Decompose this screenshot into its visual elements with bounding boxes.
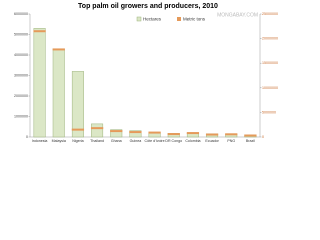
- y-tick-label: 2000000: [14, 94, 28, 98]
- x-tick-label: Indonesia: [32, 139, 48, 143]
- marker: [205, 133, 219, 136]
- x-tick-label: Nigeria: [72, 139, 83, 143]
- x-tick-label: PNG: [227, 139, 235, 143]
- marker: [129, 131, 142, 134]
- y-tick-label: 6000000: [14, 12, 28, 16]
- bar: [33, 28, 46, 138]
- marker: [244, 134, 257, 137]
- marker: [33, 30, 46, 33]
- y-tick-label: 4000000: [14, 53, 28, 57]
- legend-swatch: [177, 17, 181, 21]
- marker: [148, 131, 161, 134]
- x-tick-label: Colombia: [185, 139, 200, 143]
- bar: [91, 123, 104, 138]
- x-tick-label: Malaysia: [52, 139, 66, 143]
- marker: [71, 128, 85, 131]
- bar: [110, 129, 123, 138]
- bar: [71, 71, 84, 138]
- bar: [52, 48, 65, 138]
- y2-tick-label: 5000000: [262, 110, 276, 114]
- bar: [129, 130, 142, 138]
- x-tick-label: Thailand: [90, 139, 104, 143]
- y-tick-label: 3000000: [14, 73, 28, 77]
- y2-tick-label: 0: [262, 135, 264, 139]
- y2-tick-label: 15000000: [262, 61, 278, 65]
- watermark: MONGABAY.COM: [217, 12, 258, 18]
- y-tick-label: 5000000: [14, 32, 28, 36]
- legend-label: Hectares: [143, 16, 162, 21]
- marker: [186, 132, 200, 135]
- chart-title: Top palm oil growers and producers, 2010: [78, 3, 218, 10]
- marker: [167, 133, 180, 136]
- legend-label: Metric tons: [183, 16, 206, 21]
- y2-tick-label: 25000000: [262, 12, 278, 16]
- x-tick-label: Guinea: [130, 139, 142, 143]
- x-tick-label: Côte d'Ivoire: [145, 139, 165, 143]
- x-tick-label: Ecuador: [205, 139, 219, 143]
- x-tick-label: Ghana: [111, 139, 122, 143]
- chart: Top palm oil growers and producers, 2010…: [14, 3, 278, 143]
- legend-swatch: [136, 16, 142, 22]
- y2-tick-label: 20000000: [262, 37, 278, 41]
- y-tick-label: 0: [26, 135, 28, 139]
- marker: [110, 130, 123, 133]
- marker: [90, 127, 104, 130]
- y2-tick-label: 10000000: [262, 86, 278, 90]
- y-tick-label: 1000000: [14, 114, 28, 118]
- marker: [52, 48, 65, 51]
- x-tick-label: DR Congo: [165, 139, 182, 143]
- marker: [225, 133, 238, 136]
- x-tick-label: Brazil: [246, 139, 255, 143]
